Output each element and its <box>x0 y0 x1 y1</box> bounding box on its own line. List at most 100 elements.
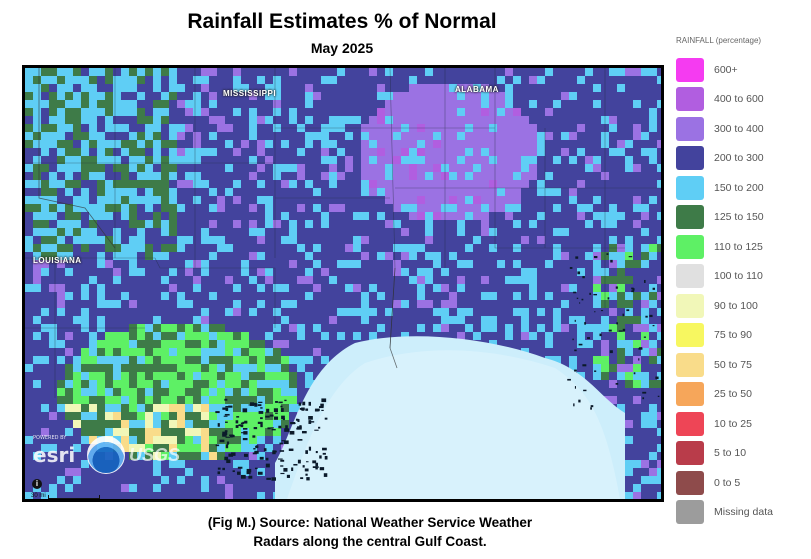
rainfall-cell <box>177 100 185 108</box>
rainfall-cell <box>185 196 193 204</box>
rainfall-cell <box>241 244 249 252</box>
rainfall-cell <box>273 388 281 396</box>
rainfall-cell <box>257 108 265 116</box>
rainfall-cell <box>297 284 305 292</box>
rainfall-cell <box>297 348 305 356</box>
rainfall-cell <box>529 124 537 132</box>
delta-marsh <box>319 455 322 459</box>
rainfall-cell <box>33 260 41 268</box>
rainfall-cell <box>313 220 321 228</box>
rainfall-cell <box>649 420 657 428</box>
rainfall-cell <box>321 116 329 124</box>
rainfall-cell <box>193 332 201 340</box>
rainfall-cell <box>561 236 569 244</box>
rainfall-cell <box>601 332 609 340</box>
rainfall-cell <box>569 348 577 356</box>
rainfall-cell <box>609 372 617 380</box>
rainfall-cell <box>65 340 73 348</box>
rainfall-cell <box>169 236 177 244</box>
rainfall-cell <box>169 300 177 308</box>
rainfall-cell <box>217 244 225 252</box>
rainfall-cell <box>545 348 553 356</box>
rainfall-cell <box>401 116 409 124</box>
rainfall-cell <box>209 324 217 332</box>
rainfall-cell <box>57 428 65 436</box>
rainfall-cell <box>177 332 185 340</box>
rainfall-cell <box>401 268 409 276</box>
rainfall-cell <box>641 412 649 420</box>
delta-marsh <box>305 473 308 476</box>
rainfall-cell <box>193 164 201 172</box>
rainfall-cell <box>305 340 313 348</box>
rainfall-cell <box>593 108 601 116</box>
rainfall-cell <box>185 108 193 116</box>
rainfall-cell <box>617 100 625 108</box>
rainfall-cell <box>321 204 329 212</box>
rainfall-map[interactable]: MISSISSIPPI ALABAMA LOUISIANA POWERED BY… <box>22 65 664 502</box>
rainfall-cell <box>321 68 329 76</box>
rainfall-cell <box>281 412 289 420</box>
rainfall-cell <box>65 388 73 396</box>
rainfall-cell <box>585 260 593 268</box>
rainfall-cell <box>233 132 241 140</box>
rainfall-cell <box>473 132 481 140</box>
rainfall-cell <box>193 268 201 276</box>
rainfall-cell <box>265 348 273 356</box>
rainfall-cell <box>609 108 617 116</box>
rainfall-cell <box>569 324 577 332</box>
delta-marsh <box>272 450 276 455</box>
rainfall-cell <box>233 76 241 84</box>
rainfall-cell <box>161 196 169 204</box>
rainfall-cell <box>209 460 217 468</box>
rainfall-cell <box>329 268 337 276</box>
rainfall-cell <box>89 228 97 236</box>
rainfall-cell <box>361 268 369 276</box>
rainfall-cell <box>81 132 89 140</box>
rainfall-cell <box>297 220 305 228</box>
legend-item: 25 to 50 <box>676 380 806 410</box>
rainfall-cell <box>49 188 57 196</box>
esri-logo: POWERED BY esri <box>33 435 76 467</box>
rainfall-cell <box>633 372 641 380</box>
rainfall-cell <box>81 476 89 484</box>
rainfall-cell <box>337 332 345 340</box>
rainfall-cell <box>137 292 145 300</box>
rainfall-cell <box>289 244 297 252</box>
info-icon[interactable]: i <box>32 479 42 489</box>
rainfall-cell <box>89 196 97 204</box>
bay-marsh <box>594 370 597 372</box>
rainfall-cell <box>329 116 337 124</box>
rainfall-cell <box>657 116 661 124</box>
rainfall-cell <box>225 92 233 100</box>
rainfall-cell <box>233 356 241 364</box>
rainfall-cell <box>345 68 353 76</box>
rainfall-cell <box>217 308 225 316</box>
rainfall-cell <box>257 140 265 148</box>
rainfall-cell <box>353 276 361 284</box>
rainfall-cell <box>273 212 281 220</box>
rainfall-cell <box>553 324 561 332</box>
rainfall-cell <box>97 220 105 228</box>
rainfall-cell <box>217 356 225 364</box>
rainfall-cell <box>65 396 73 404</box>
rainfall-cell <box>129 348 137 356</box>
esri-logo-text: esri <box>33 443 76 467</box>
rainfall-cell <box>649 92 657 100</box>
rainfall-cell <box>577 348 585 356</box>
rainfall-cell <box>201 116 209 124</box>
rainfall-cell <box>73 84 81 92</box>
rainfall-cell <box>81 76 89 84</box>
rainfall-cell <box>217 276 225 284</box>
rainfall-cell <box>561 228 569 236</box>
rainfall-cell <box>49 164 57 172</box>
rainfall-cell <box>89 292 97 300</box>
rainfall-cell <box>161 404 169 412</box>
rainfall-cell <box>617 364 625 372</box>
rainfall-cell <box>537 108 545 116</box>
rainfall-cell <box>609 116 617 124</box>
rainfall-cell <box>385 308 393 316</box>
rainfall-cell <box>201 76 209 84</box>
rainfall-cell <box>129 468 137 476</box>
rainfall-cell <box>137 388 145 396</box>
rainfall-cell <box>313 308 321 316</box>
